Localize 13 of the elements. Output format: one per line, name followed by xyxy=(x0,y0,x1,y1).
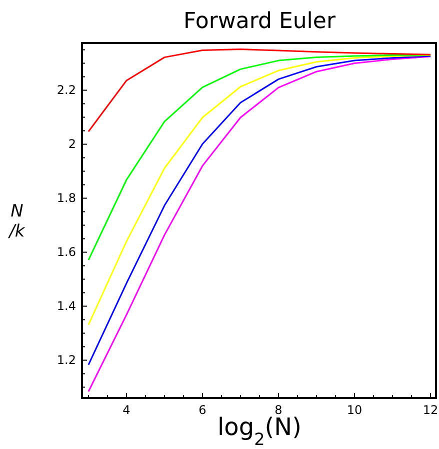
x-tick-label: 4 xyxy=(122,403,130,417)
x-tick-label: 6 xyxy=(198,403,206,417)
chart-title: Forward Euler xyxy=(183,9,336,34)
y-axis-title: N/k xyxy=(7,202,26,242)
y-tick-label: 1.4 xyxy=(56,299,76,314)
y-tick-label: 1.8 xyxy=(56,191,76,206)
y-tick-label: 2.2 xyxy=(56,83,76,98)
y-tick-label: 1.6 xyxy=(56,245,76,260)
y-tick-label: 1.2 xyxy=(56,353,76,368)
line-series xyxy=(88,48,432,132)
x-tick-label: 12 xyxy=(422,403,438,417)
y-tick-label: 2 xyxy=(68,137,76,152)
x-tick-label: 10 xyxy=(346,403,362,417)
